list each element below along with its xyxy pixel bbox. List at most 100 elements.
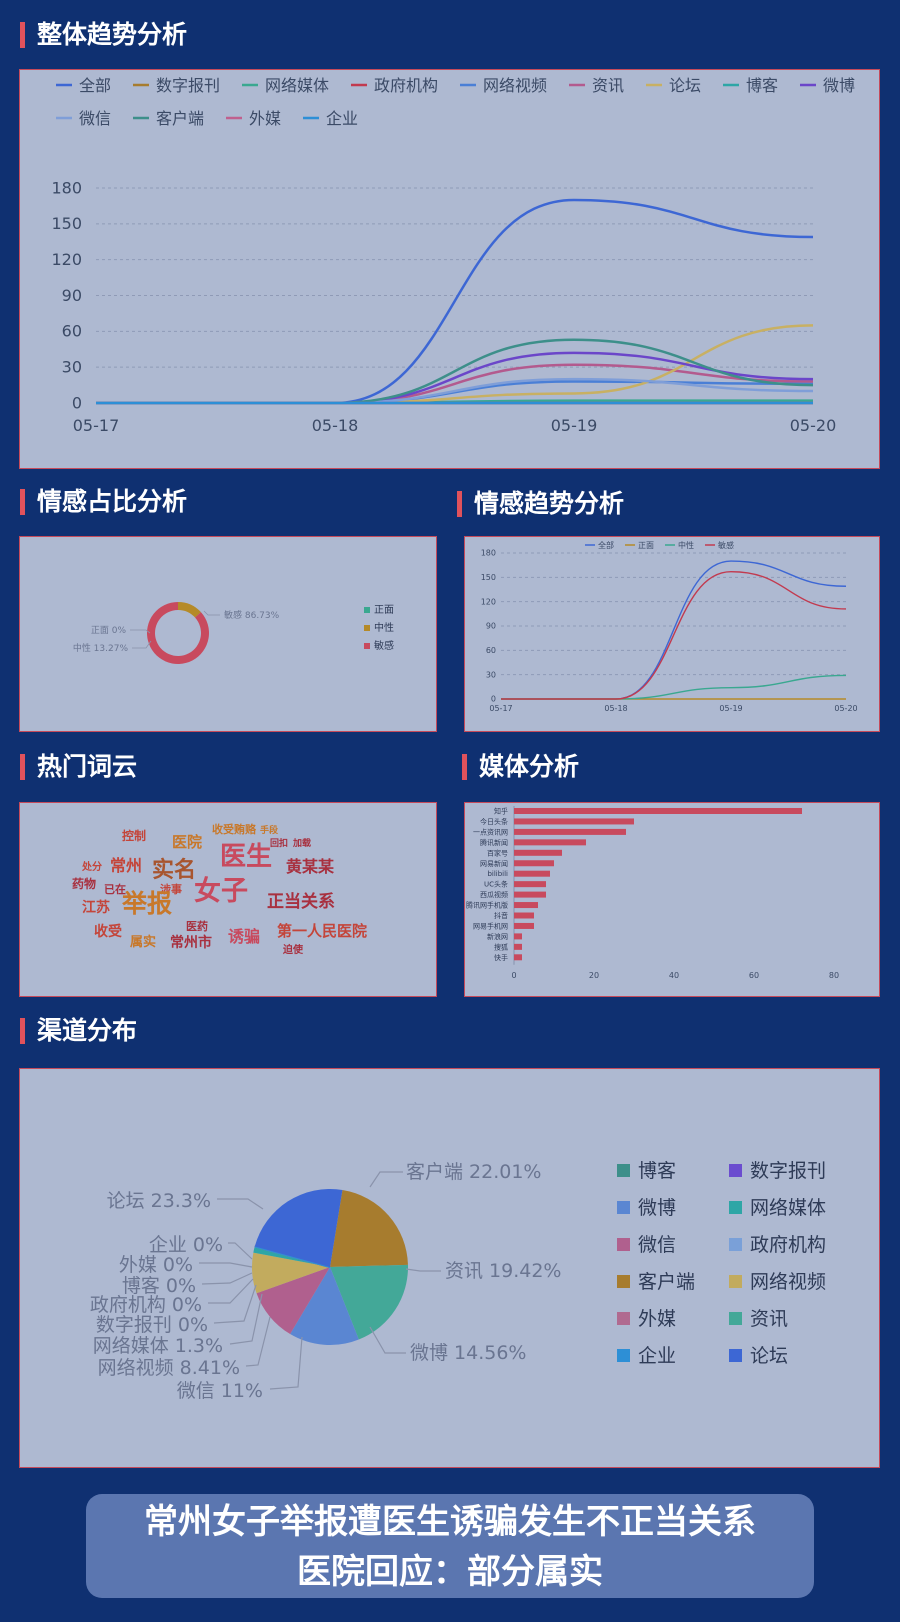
legend-item-网络媒体: 网络媒体 bbox=[729, 1197, 826, 1219]
legend-item-正面: 正面 bbox=[625, 541, 654, 550]
legend-label-外媒: 外媒 bbox=[249, 109, 281, 128]
channel-panel: 客户端 22.01% 资讯 19.42% 微博 14.56% 微信 11% 网络视频 8… bbox=[19, 1068, 880, 1468]
legend-item-企业: 企业 bbox=[303, 109, 358, 128]
x-tick-label-0: 0 bbox=[511, 971, 516, 980]
legend-item-网络视频: 网络视频 bbox=[729, 1271, 826, 1293]
x-tick-label-20: 20 bbox=[589, 971, 599, 980]
category-label-抖音: 抖音 bbox=[494, 911, 508, 920]
legend-label-中性: 中性 bbox=[374, 621, 394, 634]
legend-label-微博: 微博 bbox=[823, 76, 855, 95]
x-tick-label-05-17: 05-17 bbox=[73, 416, 120, 435]
legend-item-微博: 微博 bbox=[617, 1197, 676, 1219]
legend-label-全部: 全部 bbox=[79, 76, 111, 95]
legend-item-外媒: 外媒 bbox=[226, 109, 281, 128]
category-label-今日头条: 今日头条 bbox=[480, 817, 508, 826]
leader-论坛 bbox=[217, 1198, 264, 1210]
legend-item-论坛: 论坛 bbox=[729, 1345, 788, 1367]
word-诱骗: 诱骗 bbox=[228, 927, 260, 946]
word-手段: 手段 bbox=[260, 824, 279, 836]
y-tick-label-120: 120 bbox=[51, 250, 82, 269]
category-label-UC头条: UC头条 bbox=[484, 880, 508, 889]
category-label-搜狐: 搜狐 bbox=[494, 942, 508, 951]
y-tick-label-90: 90 bbox=[62, 286, 82, 305]
legend-label-论坛: 论坛 bbox=[750, 1345, 788, 1367]
pie-slice-微信 bbox=[256, 1267, 330, 1335]
x-tick-label-05-17: 05-17 bbox=[489, 704, 512, 713]
pie-slice-网络视频 bbox=[252, 1252, 330, 1294]
word-处分: 处分 bbox=[81, 860, 102, 873]
legend-label-博客: 博客 bbox=[638, 1160, 676, 1182]
legend-item-政府机构: 政府机构 bbox=[729, 1234, 826, 1256]
sentiment-trend-panel: 全部 正面 中性 敏感 0 30 60 90 120 150 180 05-17 05-18 05-19 0… bbox=[464, 536, 880, 732]
y-tick-label-180: 180 bbox=[51, 178, 82, 197]
legend-item-论坛: 论坛 bbox=[646, 76, 701, 95]
legend-swatch bbox=[729, 1275, 742, 1288]
slice-label-政府机构: 政府机构 0% bbox=[90, 1294, 202, 1316]
y-tick-label-120: 120 bbox=[481, 597, 496, 606]
leader-网络媒体 bbox=[229, 1293, 263, 1345]
legend-item-敏感: 敏感 bbox=[364, 639, 394, 652]
word-常州: 常州 bbox=[110, 856, 142, 875]
legend-label-政府机构: 政府机构 bbox=[374, 76, 438, 95]
slice-label-数字报刊: 数字报刊 0% bbox=[96, 1314, 208, 1336]
bar-网易手机网 bbox=[514, 922, 534, 929]
legend-swatch bbox=[617, 1349, 630, 1362]
bar-搜狐 bbox=[514, 943, 522, 950]
y-tick-label-30: 30 bbox=[486, 670, 496, 679]
word-实名: 实名 bbox=[152, 857, 196, 883]
slice-label-中性: 中性 13.27% bbox=[73, 642, 129, 654]
leader-微信 bbox=[269, 1336, 303, 1390]
word-收受贿赂: 收受贿赂 bbox=[212, 822, 257, 836]
legend-label-中性: 中性 bbox=[678, 540, 694, 550]
legend-label-资讯: 资讯 bbox=[592, 76, 624, 95]
legend-swatch bbox=[617, 1164, 630, 1177]
section-title-sentiment-trend: 情感趋势分析 bbox=[457, 487, 624, 521]
y-tick-label-0: 0 bbox=[72, 393, 82, 412]
legend-swatch bbox=[729, 1238, 742, 1251]
slice-label-资讯: 资讯 19.42% bbox=[445, 1260, 562, 1282]
word-医院: 医院 bbox=[172, 833, 202, 851]
word-正当关系: 正当关系 bbox=[267, 891, 335, 912]
word-药物: 药物 bbox=[72, 876, 96, 891]
series-line-中性 bbox=[501, 674, 847, 700]
legend-swatch bbox=[729, 1164, 742, 1177]
category-label-百家号: 百家号 bbox=[487, 848, 508, 857]
legend-item-数字报刊: 数字报刊 bbox=[729, 1160, 826, 1182]
label-leader bbox=[132, 640, 152, 649]
x-tick-label-05-19: 05-19 bbox=[551, 416, 598, 435]
category-label-新浪网: 新浪网 bbox=[487, 932, 508, 941]
bar-腾讯网手机版 bbox=[514, 902, 538, 909]
category-label-知乎: 知乎 bbox=[494, 807, 508, 816]
headline-banner: 常州女子举报遭医生诱骗发生不正当关系 医院回应：部分属实 bbox=[86, 1494, 814, 1598]
leader-企业 bbox=[228, 1242, 253, 1260]
y-tick-label-0: 0 bbox=[491, 695, 496, 704]
headline-line-1: 常州女子举报遭医生诱骗发生不正当关系 bbox=[144, 1502, 756, 1542]
legend-item-全部: 全部 bbox=[585, 540, 614, 550]
bar-西瓜视频 bbox=[514, 891, 546, 898]
pie-slice-论坛 bbox=[254, 1189, 343, 1267]
word-加载: 加载 bbox=[292, 837, 311, 849]
y-tick-label-90: 90 bbox=[486, 622, 496, 631]
sentiment-ratio-panel: 正面 0% 中性 13.27% 敏感 86.73% 正面 中性 敏感 bbox=[19, 536, 437, 732]
word-医药: 医药 bbox=[186, 919, 208, 933]
legend-item-客户端: 客户端 bbox=[133, 109, 204, 128]
x-tick-label-80: 80 bbox=[829, 971, 839, 980]
word-已在: 已在 bbox=[104, 882, 126, 896]
legend-label-政府机构: 政府机构 bbox=[750, 1234, 826, 1256]
legend-swatch bbox=[729, 1201, 742, 1214]
category-label-一点资讯网: 一点资讯网 bbox=[473, 827, 508, 836]
legend-item-外媒: 外媒 bbox=[617, 1308, 676, 1330]
x-tick-label-05-18: 05-18 bbox=[312, 416, 359, 435]
x-tick-label-60: 60 bbox=[749, 971, 759, 980]
bar-腾讯新闻 bbox=[514, 839, 586, 846]
section-title-media: 媒体分析 bbox=[462, 750, 579, 784]
media-panel: 知乎 今日头条 一点资讯网 腾讯新闻 百家号 网易新闻 bilibili UC头条 西瓜视频 腾讯… bbox=[464, 802, 880, 997]
legend-label-客户端: 客户端 bbox=[638, 1271, 695, 1293]
legend-item-博客: 博客 bbox=[723, 76, 778, 95]
section-title-overall: 整体趋势分析 bbox=[20, 18, 187, 52]
word-迫使: 迫使 bbox=[282, 943, 304, 956]
slice-label-客户端: 客户端 22.01% bbox=[406, 1161, 542, 1183]
overall-trend-panel: 全部 数字报刊 网络媒体 政府机构 网络视频 资讯 论坛 博客 微博 微信 客户端 外媒 企业 0 30 60… bbox=[19, 69, 880, 469]
legend-label-敏感: 敏感 bbox=[374, 639, 394, 652]
